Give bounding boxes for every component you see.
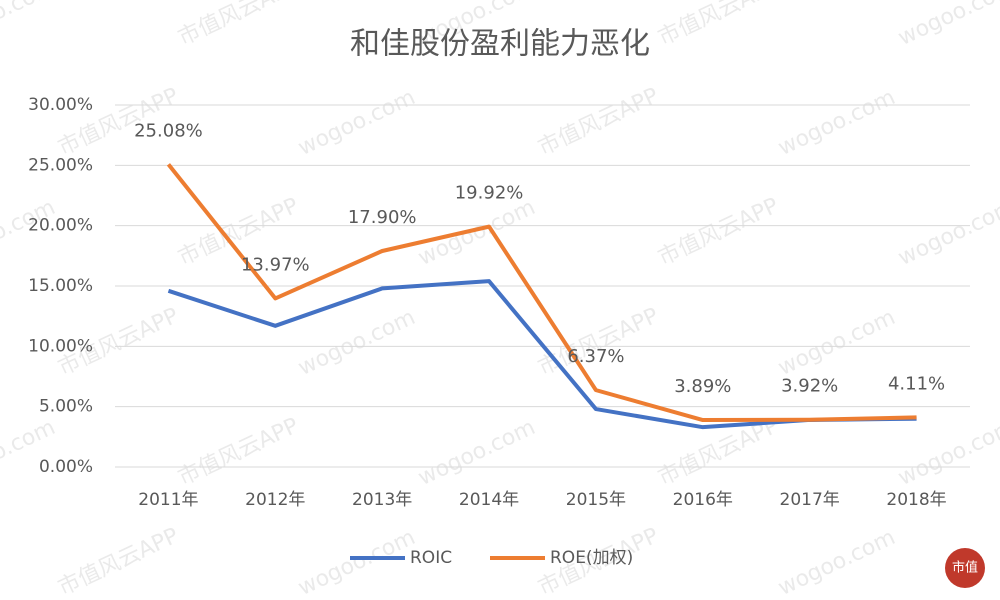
series-line — [166, 163, 917, 423]
data-label: 17.90% — [348, 207, 417, 228]
watermark: wogoo.com — [775, 305, 900, 381]
y-tick-label: 0.00% — [39, 457, 93, 477]
data-label: 25.08% — [134, 120, 203, 141]
x-tick-label: 2011年 — [138, 490, 198, 510]
data-label: 19.92% — [455, 183, 524, 204]
y-tick-label: 25.00% — [28, 155, 93, 175]
y-tick-label: 15.00% — [28, 276, 93, 296]
watermark: 市值风云APP — [175, 0, 303, 51]
data-label: 4.11% — [888, 373, 945, 394]
watermark: wogoo.com — [295, 85, 420, 161]
legend-label: ROE(加权) — [550, 548, 633, 568]
watermark: wogoo.com — [775, 85, 900, 161]
x-tick-label: 2016年 — [673, 490, 733, 510]
y-tick-label: 30.00% — [28, 95, 93, 115]
chart-title: 和佳股份盈利能力恶化 — [350, 27, 650, 62]
x-tick-label: 2014年 — [459, 490, 519, 510]
plot: 0.00% 5.00% 10.00% 15.00% 20.00% 25.00% 30.00%… — [28, 95, 970, 568]
y-tick-label: 20.00% — [28, 216, 93, 236]
legend-label: ROIC — [410, 548, 452, 568]
x-tick-label: 2013年 — [352, 490, 412, 510]
y-tick-label: 10.00% — [28, 336, 93, 356]
x-tick-label: 2017年 — [780, 490, 840, 510]
watermark: wogoo.com — [895, 415, 1000, 491]
y-tick-label: 5.00% — [39, 397, 93, 417]
x-tick-label: 2018年 — [886, 490, 946, 510]
watermark: 市值风云APP — [655, 0, 783, 51]
watermark: wogoo.com — [295, 525, 420, 600]
data-label: 13.97% — [241, 254, 310, 275]
logo-text: 市值 — [952, 560, 978, 576]
watermark: 市值风云APP — [535, 83, 663, 160]
watermark: wogoo.com — [775, 525, 900, 600]
watermark: 市值风云APP — [655, 193, 783, 270]
data-label: 6.37% — [567, 346, 624, 367]
watermark: wogoo.com — [0, 0, 59, 51]
watermark: wogoo.com — [895, 0, 1000, 51]
watermark: 市值风云APP — [175, 413, 303, 490]
data-label: 3.92% — [781, 376, 838, 397]
logo-badge — [945, 548, 985, 588]
watermark: wogoo.com — [415, 415, 540, 491]
watermark: wogoo.com — [295, 305, 420, 381]
x-tick-label: 2012年 — [245, 490, 305, 510]
watermark: wogoo.com — [0, 415, 59, 491]
data-label: 3.89% — [674, 376, 731, 397]
watermark: wogoo.com — [415, 195, 540, 271]
watermark: 市值风云APP — [535, 303, 663, 380]
watermark: wogoo.com — [895, 195, 1000, 271]
x-tick-label: 2015年 — [566, 490, 626, 510]
watermark: 市值风云APP — [55, 523, 183, 600]
